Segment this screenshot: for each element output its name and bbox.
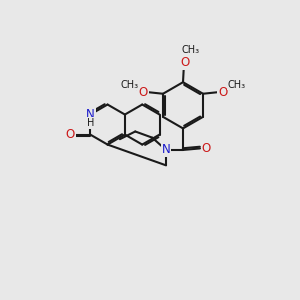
Text: N: N <box>162 143 170 157</box>
Text: H: H <box>86 118 94 128</box>
Text: CH₃: CH₃ <box>228 80 246 89</box>
Text: CH₃: CH₃ <box>120 80 138 89</box>
Text: O: O <box>66 128 75 141</box>
Text: CH₃: CH₃ <box>228 80 246 89</box>
Text: O: O <box>218 86 228 99</box>
Text: N: N <box>86 108 94 121</box>
Text: H: H <box>86 118 94 128</box>
Text: CH₃: CH₃ <box>182 45 200 55</box>
Text: CH₃: CH₃ <box>120 80 138 89</box>
Text: O: O <box>138 86 148 99</box>
Text: CH₃: CH₃ <box>182 45 200 55</box>
Text: N: N <box>162 143 170 157</box>
Text: O: O <box>180 56 189 69</box>
Text: O: O <box>180 56 189 69</box>
Text: N: N <box>86 108 94 121</box>
Text: O: O <box>202 142 211 155</box>
Text: O: O <box>202 142 211 155</box>
Text: O: O <box>66 128 75 141</box>
Text: O: O <box>138 86 148 99</box>
Text: O: O <box>218 86 228 99</box>
